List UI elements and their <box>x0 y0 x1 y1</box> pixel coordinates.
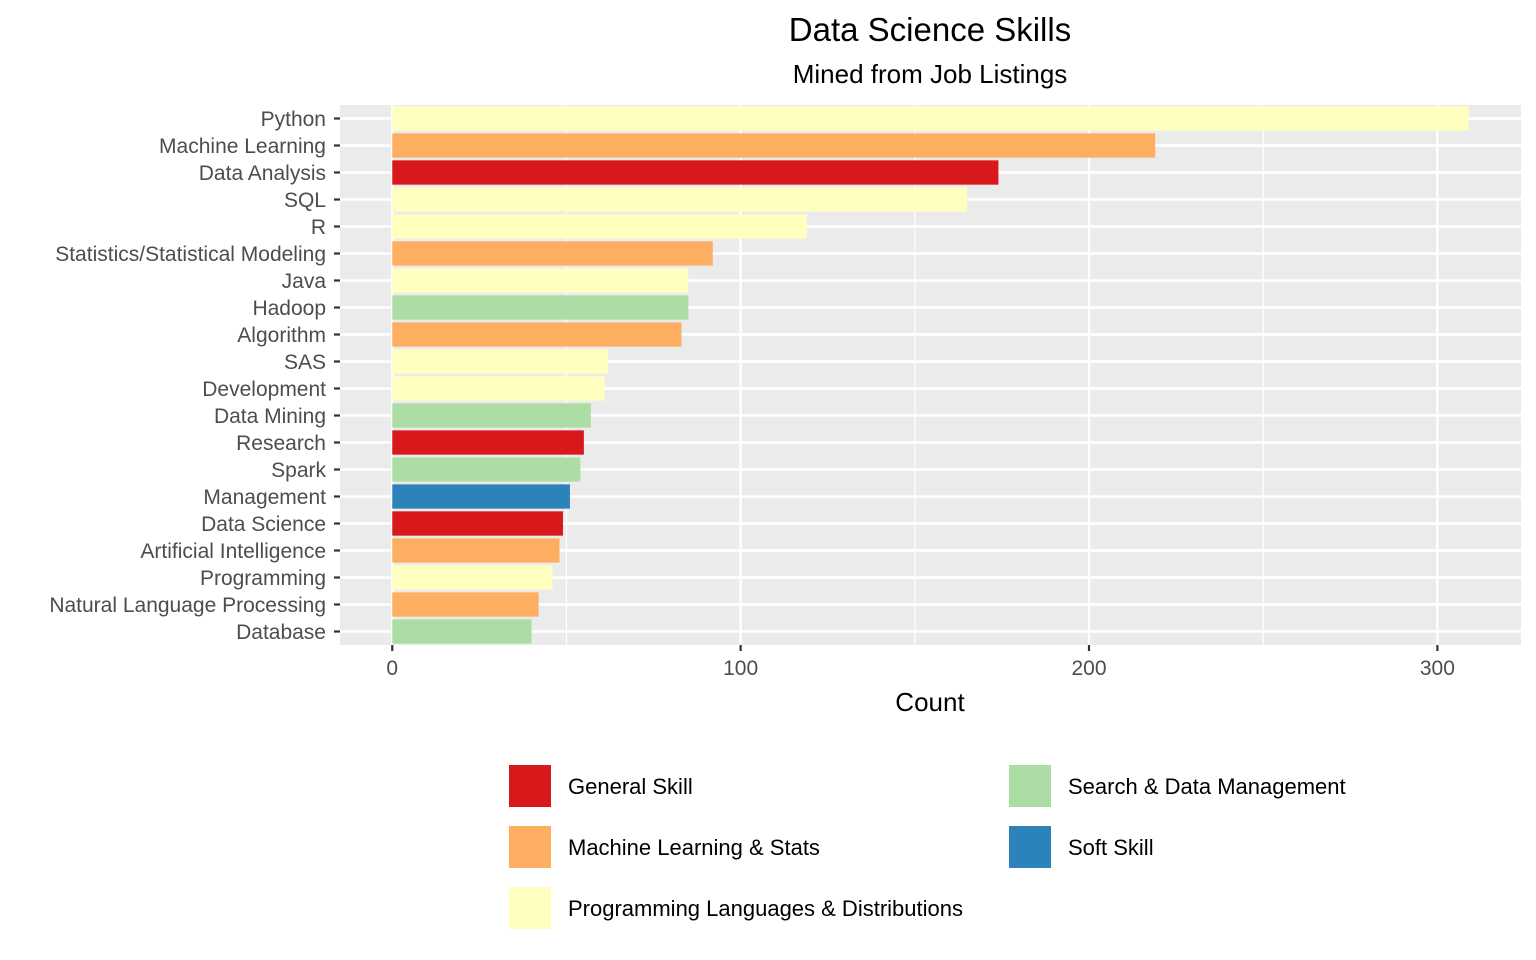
legend-item: Machine Learning & Stats <box>509 826 820 868</box>
legend-swatch <box>509 826 551 868</box>
bar-hadoop <box>392 295 689 320</box>
y-tick-label: Research <box>236 432 326 455</box>
legend-label: Programming Languages & Distributions <box>568 896 963 921</box>
y-tick-label: SAS <box>284 351 326 374</box>
x-axis-title: Count <box>895 687 965 717</box>
bar-python <box>392 106 1469 131</box>
y-tick-label: Artificial Intelligence <box>140 540 326 563</box>
y-tick-label: Statistics/Statistical Modeling <box>55 243 326 266</box>
y-tick-label: Machine Learning <box>159 135 326 158</box>
legend-label: General Skill <box>568 774 693 799</box>
plot-panel <box>340 105 1521 645</box>
legend-label: Soft Skill <box>1068 835 1154 860</box>
x-tick-label: 100 <box>723 657 758 680</box>
y-tick-label: Natural Language Processing <box>49 594 326 617</box>
y-tick-label: R <box>311 216 326 239</box>
bar-spark <box>392 457 581 482</box>
bar-data-science <box>392 511 563 536</box>
y-tick-label: Python <box>261 108 326 131</box>
y-tick-label: Development <box>202 378 326 401</box>
legend-item: Search & Data Management <box>1009 765 1346 807</box>
bar-data-analysis <box>392 160 999 185</box>
y-tick-label: SQL <box>284 189 326 212</box>
y-tick-label: Data Mining <box>214 405 326 428</box>
y-tick-label: Data Analysis <box>199 162 326 185</box>
chart-subtitle: Mined from Job Listings <box>793 59 1068 89</box>
legend-swatch <box>509 887 551 929</box>
legend-swatch <box>509 765 551 807</box>
bar-sql <box>392 187 968 212</box>
bar-management <box>392 484 570 509</box>
x-axis: 0 100 200 300 <box>386 645 1455 680</box>
bar-data-mining <box>392 403 591 428</box>
y-tick-label: Algorithm <box>237 324 326 347</box>
bar-sas <box>392 349 609 374</box>
legend-label: Search & Data Management <box>1068 774 1346 799</box>
bar-algorithm <box>392 322 682 347</box>
bar-natural-language-processing <box>392 592 539 617</box>
legend: General Skill Machine Learning & Stats Pro… <box>509 765 1346 929</box>
legend-label: Machine Learning & Stats <box>568 835 820 860</box>
legend-item: General Skill <box>509 765 693 807</box>
y-tick-label: Data Science <box>201 513 326 536</box>
bar-research <box>392 430 584 455</box>
legend-item: Programming Languages & Distributions <box>509 887 963 929</box>
x-tick-label: 0 <box>386 657 398 680</box>
x-tick-label: 300 <box>1420 657 1455 680</box>
chart-title: Data Science Skills <box>789 11 1071 48</box>
bar-development <box>392 376 605 401</box>
legend-item: Soft Skill <box>1009 826 1154 868</box>
bars <box>392 106 1469 644</box>
bar-database <box>392 619 532 644</box>
bar-statistics-statistical-modeling <box>392 241 713 266</box>
bar-java <box>392 268 689 293</box>
y-tick-label: Java <box>282 270 327 293</box>
bar-programming <box>392 565 553 590</box>
y-tick-label: Management <box>203 486 326 509</box>
y-tick-label: Database <box>236 621 326 644</box>
bar-r <box>392 214 807 239</box>
y-tick-label: Hadoop <box>252 297 326 320</box>
bar-artificial-intelligence <box>392 538 560 563</box>
bar-machine-learning <box>392 133 1156 158</box>
legend-swatch <box>1009 826 1051 868</box>
x-tick-label: 200 <box>1071 657 1106 680</box>
y-tick-label: Spark <box>271 459 326 482</box>
legend-swatch <box>1009 765 1051 807</box>
y-tick-label: Programming <box>200 567 326 590</box>
